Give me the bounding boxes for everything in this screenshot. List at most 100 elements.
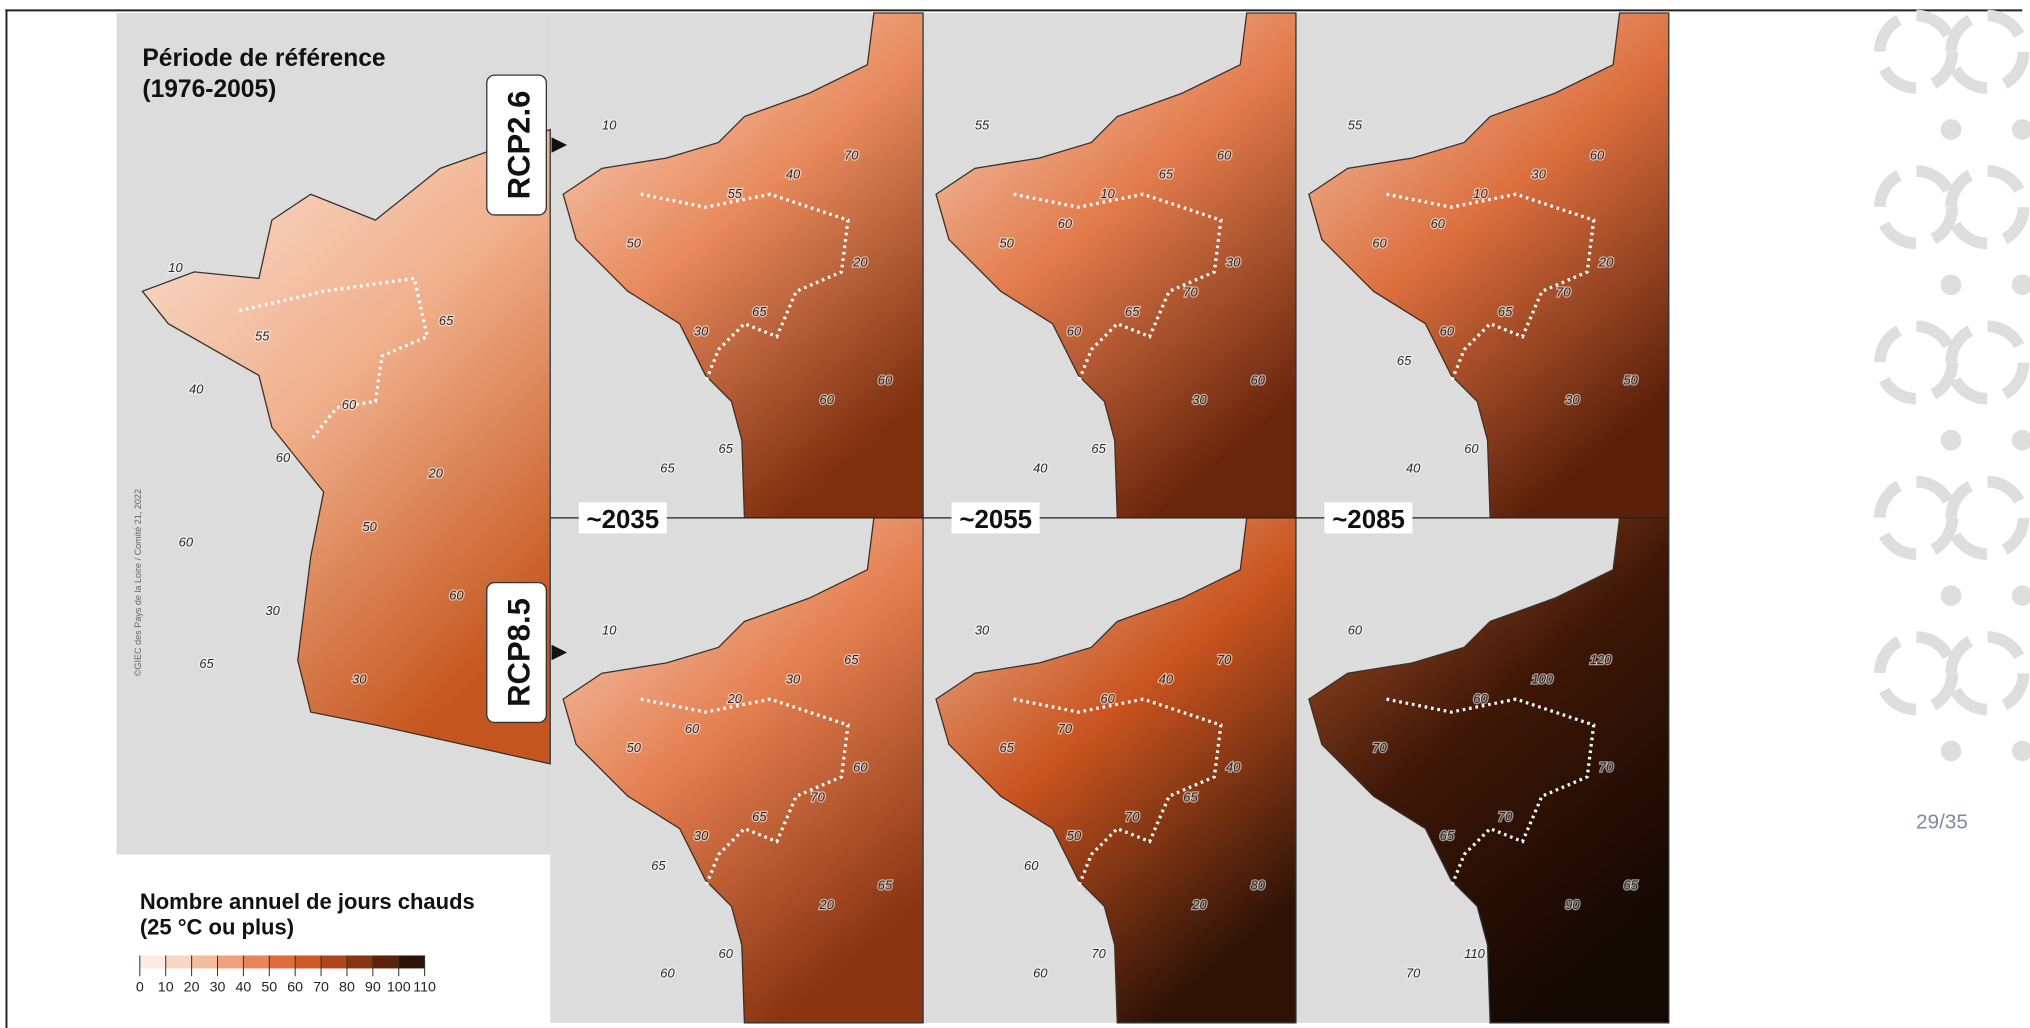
contour-label: 65 [439, 313, 454, 328]
reference-title: Période de référence [142, 45, 385, 72]
scenario-arrow [551, 644, 568, 661]
contour-label: 90 [1565, 897, 1580, 912]
contour-label: 60 [820, 392, 835, 407]
map: 55 10 20 60 30 40 30 60 65 50 60 60 60 70 65 [1308, 12, 1670, 519]
contour-label: 70 [1091, 946, 1106, 961]
contour-label: 65 [199, 656, 214, 671]
map: 60 60 70 65 90 70 100 70 70 65 110 120 [1308, 517, 1670, 1024]
contour-label: 50 [363, 519, 378, 534]
contour-label: 20 [819, 897, 835, 912]
contour-label: 60 [1251, 373, 1266, 388]
contour-label: 40 [189, 382, 204, 397]
decoration [1873, 9, 2030, 762]
contour-label: 50 [1623, 373, 1638, 388]
contour-label: 70 [810, 789, 825, 804]
contour-label: 60 [1100, 691, 1115, 706]
legend-swatch [243, 955, 270, 969]
contour-label: 55 [1348, 117, 1363, 132]
legend-swatch [139, 955, 166, 969]
land [935, 517, 1297, 1024]
region-border [640, 192, 850, 383]
legend-tick-label: 80 [339, 980, 355, 996]
deco-ring [1945, 320, 2030, 405]
deco-ring [1945, 475, 2030, 560]
deco-dot [1940, 429, 1962, 451]
contour-label: 65 [1091, 441, 1106, 456]
deco-ring [1873, 9, 1959, 94]
horizon-label: ~2085 [1332, 506, 1405, 534]
contour-label: 65 [1183, 789, 1198, 804]
contour-label: 60 [660, 965, 675, 980]
contour-label: 20 [852, 255, 868, 270]
contour-label: 50 [999, 235, 1014, 250]
contour-label: 60 [1464, 441, 1479, 456]
contour-label: 70 [1217, 652, 1232, 667]
map: 10 55 20 30 60 65 40 50 65 60 65 70 [562, 12, 924, 519]
contour-label: 60 [1067, 323, 1082, 338]
contour-label: 30 [265, 603, 280, 618]
contour-label: 10 [1473, 186, 1488, 201]
contour-label: 60 [449, 587, 464, 602]
deco-ring [1873, 165, 1959, 250]
scenario-tag [486, 74, 547, 216]
contour-label: 65 [1440, 828, 1455, 843]
legend-swatch [372, 955, 399, 969]
contour-label: 60 [1590, 147, 1605, 162]
deco-ring [1945, 631, 2030, 716]
contour-label: 110 [1464, 946, 1485, 961]
contour-label: 55 [975, 117, 990, 132]
contour-label: 60 [276, 450, 291, 465]
deco-dot [2011, 740, 2030, 762]
contour-label: 40 [786, 167, 801, 182]
scenario-tag [486, 581, 547, 724]
reference-period: (1976-2005) [142, 76, 276, 103]
contour-label: 65 [660, 461, 675, 476]
region-border [640, 697, 850, 888]
deco-dot [2011, 585, 2030, 606]
legend-swatch [191, 955, 218, 969]
deco-ring [1873, 631, 1959, 716]
contour-label: 30 [694, 323, 709, 338]
contour-label: 70 [1372, 740, 1387, 755]
page-number: 29/35 [1916, 811, 1968, 834]
legend-subtitle: (25 °C ou plus) [140, 915, 294, 940]
legend-swatch [269, 955, 296, 969]
deco-dot [1940, 585, 1962, 606]
contour-label: 60 [719, 946, 734, 961]
contour-label: 55 [255, 329, 270, 344]
contour-label: 60 [1024, 858, 1039, 873]
contour-label: 20 [428, 466, 444, 481]
contour-label: 60 [179, 534, 194, 549]
map: 10 55 60 20 60 30 30 65 40 60 50 60 65 [141, 128, 551, 765]
contour-label: 60 [342, 397, 357, 412]
contour-label: 70 [844, 147, 859, 162]
contour-label: 70 [1058, 721, 1073, 736]
contour-label: 70 [1183, 285, 1198, 300]
legend-swatch [295, 955, 322, 969]
land [141, 128, 551, 765]
contour-label: 70 [1406, 965, 1421, 980]
legend-swatch [321, 955, 347, 969]
contour-label: 40 [1159, 672, 1174, 687]
land [1308, 517, 1670, 1024]
contour-label: 50 [627, 740, 642, 755]
legend-swatch [398, 955, 425, 969]
contour-label: 120 [1590, 652, 1612, 667]
deco-ring [1873, 475, 1959, 560]
contour-label: 65 [1623, 877, 1638, 892]
contour-label: 40 [1226, 760, 1241, 775]
contour-label: 70 [1556, 285, 1571, 300]
map: 30 60 40 50 20 60 40 65 70 80 70 70 70 65 60 [935, 517, 1297, 1024]
contour-label: 10 [602, 622, 617, 637]
contour-label: 50 [1067, 828, 1082, 843]
scenario-label: RCP8.5 [502, 598, 537, 707]
legend-tick-label: 110 [413, 980, 436, 996]
contour-label: 60 [1372, 235, 1387, 250]
contour-label: 40 [1406, 461, 1421, 476]
contour-label: 70 [1498, 809, 1513, 824]
contour-label: 65 [844, 652, 859, 667]
legend-tick-label: 40 [235, 980, 251, 996]
contour-label: 65 [1125, 304, 1140, 319]
deco-dot [2011, 429, 2030, 451]
